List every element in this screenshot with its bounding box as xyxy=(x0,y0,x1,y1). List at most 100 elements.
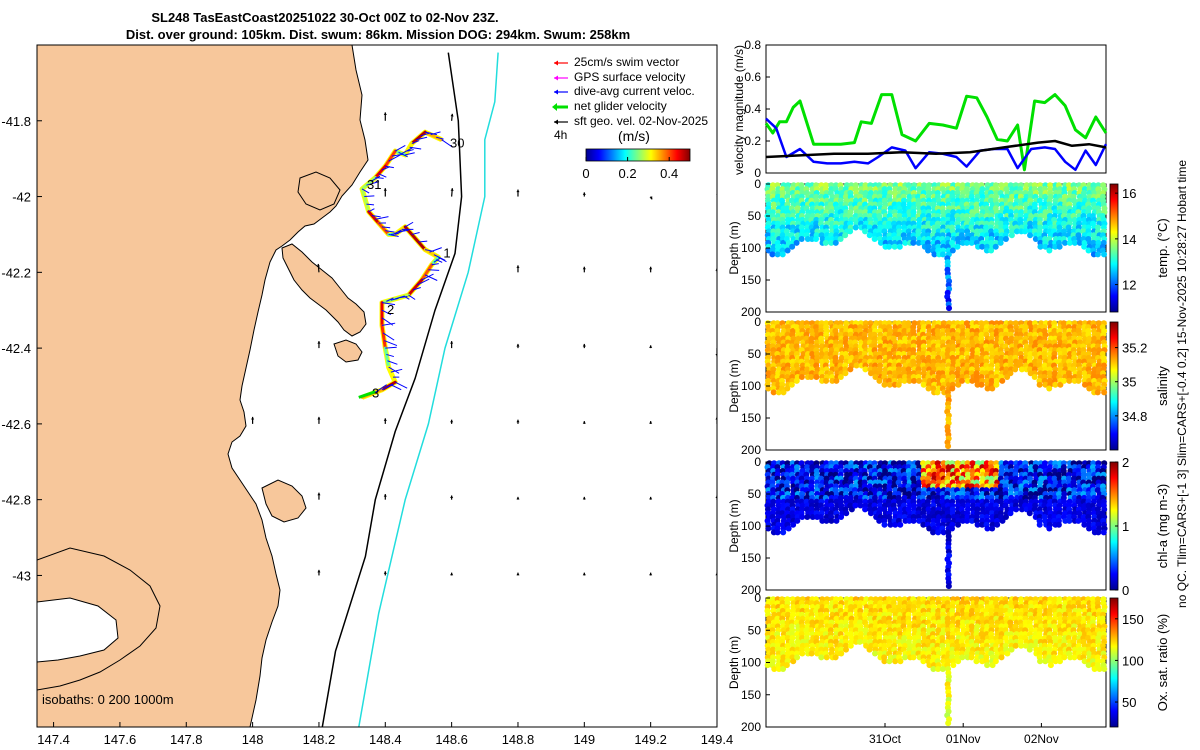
section-dot xyxy=(994,521,1001,528)
section-dot xyxy=(779,251,786,258)
section-dot xyxy=(1012,366,1019,373)
geo-velocity-arrow xyxy=(516,189,520,197)
map-y-tick-label: -42 xyxy=(12,190,31,205)
section-colorbar xyxy=(1109,183,1119,313)
section-colorbar-tick-label: 34.8 xyxy=(1122,409,1147,424)
track-segment xyxy=(420,263,434,282)
current-vector xyxy=(416,136,428,141)
figure-title-line2: Dist. over ground: 105km. Dist. swum: 86… xyxy=(126,27,630,42)
legend-entry-swim-vector: 25cm/s swim vector xyxy=(554,55,679,69)
section-dot xyxy=(1046,385,1053,392)
time-x-tick-label: 02Nov xyxy=(1024,732,1059,746)
current-vector xyxy=(398,151,408,158)
section-dot xyxy=(935,529,942,536)
section-dot xyxy=(1027,232,1034,239)
current-vector xyxy=(381,166,391,171)
section-dot xyxy=(973,658,980,665)
geo-velocity-arrow xyxy=(317,569,321,576)
section-dot xyxy=(867,370,874,377)
geo-velocity-arrow xyxy=(582,421,586,424)
current-vector xyxy=(381,302,396,306)
map-y-tick-label: -43 xyxy=(12,568,31,583)
map-x-ticks: 147.4 147.6 147.8 148 148.2 148.4 148.6 148.8 14… xyxy=(37,722,733,747)
geo-velocity-arrow xyxy=(649,572,653,576)
section-dot xyxy=(887,521,894,528)
track-segment xyxy=(367,210,381,225)
section-dot xyxy=(862,366,869,373)
section-dot xyxy=(876,517,883,524)
day-label-2: 2 xyxy=(387,302,394,317)
section-dot xyxy=(794,654,801,661)
section-dot xyxy=(897,521,904,528)
section-dot xyxy=(895,381,902,388)
map-x-tick-label: 148 xyxy=(242,732,264,747)
geo-velocity-arrow xyxy=(317,492,321,500)
current-vector xyxy=(407,149,414,152)
current-vector xyxy=(385,346,397,349)
map-x-tick-label: 148.6 xyxy=(435,732,468,747)
section-dot xyxy=(983,247,990,254)
section-dot xyxy=(916,377,923,384)
section-colorbar-tick-label: 1 xyxy=(1122,519,1129,534)
section-y-tick-label: 50 xyxy=(748,487,762,501)
geo-velocity-arrow xyxy=(450,341,454,349)
section-dot xyxy=(998,654,1005,661)
section-dot xyxy=(774,251,781,258)
section-dot xyxy=(906,377,913,384)
map-x-tick-label: 148.4 xyxy=(369,732,402,747)
section-colorbar-label: salinity xyxy=(1155,366,1170,406)
section-y-tick-label: 150 xyxy=(741,688,761,702)
section-colorbar-tick-label: 100 xyxy=(1122,653,1144,668)
section-dot xyxy=(1101,251,1108,258)
current-vector xyxy=(381,226,391,229)
legend-entry-geo-velocity: sft geo. vel. 02-Nov-2025 xyxy=(554,114,708,128)
section-dot xyxy=(828,239,835,246)
section-dot xyxy=(945,443,952,450)
track-segment xyxy=(407,278,424,297)
section-dot xyxy=(1056,243,1063,250)
map-y-tick-label: -41.8 xyxy=(1,114,31,129)
time-x-tick-label: 01Nov xyxy=(946,732,981,746)
northern-headland xyxy=(297,171,341,211)
velocity-y-tick-label: 0.8 xyxy=(744,38,761,52)
map-legend: 25cm/s swim vector GPS surface velocity … xyxy=(552,55,708,181)
geo-velocity-arrow xyxy=(450,419,454,424)
day-label-1: 1 xyxy=(443,245,450,260)
geo-velocity-arrow xyxy=(516,265,520,273)
track-segment xyxy=(373,164,387,180)
current-vector xyxy=(404,221,414,228)
section-dot xyxy=(788,381,795,388)
section-dot xyxy=(930,529,937,536)
section-dot xyxy=(984,385,991,392)
velocity-y-tick-label: 0.6 xyxy=(744,70,761,84)
section-dot xyxy=(950,662,957,669)
section-colorbar-tick-label: 150 xyxy=(1122,612,1144,627)
geo-velocity-arrow xyxy=(649,196,653,200)
geo-velocity-arrow xyxy=(450,113,454,121)
legend-label-gps-velocity: GPS surface velocity xyxy=(574,70,685,84)
section-y-label: Depth (m) xyxy=(727,221,741,274)
section-dot xyxy=(946,305,953,312)
section-dot xyxy=(876,377,883,384)
schouten-island xyxy=(333,339,363,363)
section-y-tick-label: 0 xyxy=(754,177,761,191)
section-dot xyxy=(857,502,864,509)
legend-label-swim-vector: 25cm/s swim vector xyxy=(574,55,679,69)
section-dot xyxy=(939,251,946,258)
current-vector xyxy=(441,139,453,148)
net-velocity-arrow xyxy=(358,390,376,399)
map-colorbar xyxy=(585,148,691,162)
section-dot xyxy=(798,236,805,243)
track-segment xyxy=(387,365,397,384)
geo-velocity-arrow xyxy=(383,112,387,121)
section-dot xyxy=(877,239,884,246)
section-dot xyxy=(1008,232,1015,239)
section-dot xyxy=(988,247,995,254)
day-label-3: 3 xyxy=(372,386,379,401)
section-dot xyxy=(872,374,879,381)
